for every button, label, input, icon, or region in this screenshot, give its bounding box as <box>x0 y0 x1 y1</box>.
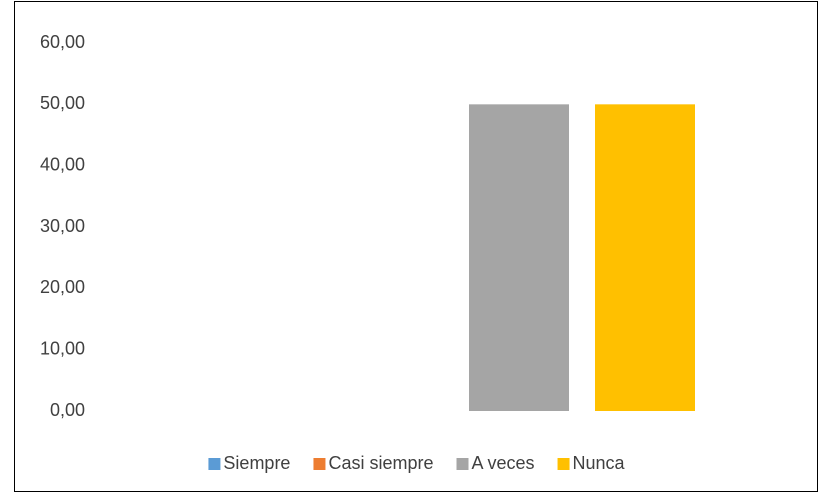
y-tick-label: 60,00 <box>40 32 85 52</box>
legend-swatch <box>313 458 326 470</box>
legend-label: Siempre <box>223 453 290 473</box>
y-tick-label: 50,00 <box>40 93 85 113</box>
y-tick-label: 40,00 <box>40 154 85 174</box>
legend-swatch <box>208 458 221 470</box>
legend-label: A veces <box>471 453 534 473</box>
y-tick-label: 30,00 <box>40 216 85 236</box>
y-tick-label: 20,00 <box>40 277 85 297</box>
y-tick-label: 0,00 <box>50 400 85 420</box>
legend-label: Casi siempre <box>328 453 433 473</box>
bar <box>469 104 569 411</box>
y-tick-label: 10,00 <box>40 338 85 358</box>
chart-frame <box>14 1 818 492</box>
bar <box>595 104 695 411</box>
legend-label: Nunca <box>573 453 626 473</box>
legend-swatch <box>456 458 469 470</box>
legend-swatch <box>557 458 570 470</box>
